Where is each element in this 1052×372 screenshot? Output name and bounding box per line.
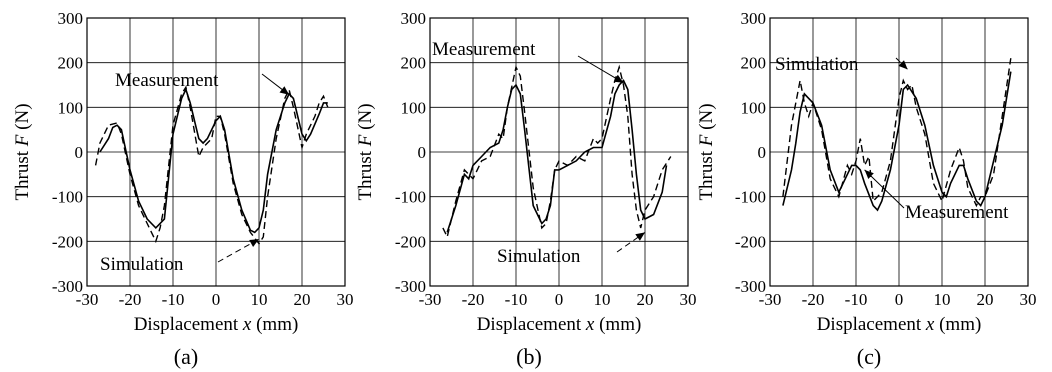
- y-axis-label: Thrust F (N): [696, 103, 717, 200]
- series-line-simulation: [94, 85, 329, 245]
- x-tick-label: -30: [419, 290, 442, 309]
- annotation-simulation: Simulation: [775, 54, 859, 75]
- y-tick-label: -200: [52, 232, 83, 251]
- chart-panel-2: -30 -20 -10 0 10 20 30-300-200-1000100200300Di…: [355, 9, 697, 369]
- y-tick-label: -200: [735, 232, 766, 251]
- x-tick-label: -20: [119, 290, 142, 309]
- x-tick-label: 30: [680, 290, 697, 309]
- x-tick-label: -30: [76, 290, 99, 309]
- y-tick-label: 200: [401, 54, 427, 73]
- x-tick-label: 0: [555, 290, 564, 309]
- series-line-measurement: [446, 79, 668, 233]
- y-tick-label: -300: [395, 277, 426, 296]
- y-tick-label: 300: [58, 9, 84, 28]
- x-tick-label: 10: [934, 290, 951, 309]
- annotation-arrow: [864, 169, 905, 209]
- y-tick-label: 0: [75, 143, 84, 162]
- y-tick-label: -300: [52, 277, 83, 296]
- x-tick-label: 10: [594, 290, 611, 309]
- x-tick-label: 10: [251, 290, 268, 309]
- arrowhead: [864, 169, 874, 179]
- y-tick-label: -100: [52, 188, 83, 207]
- arrowhead: [249, 239, 259, 247]
- x-tick-label: -10: [845, 290, 868, 309]
- y-tick-label: -200: [395, 232, 426, 251]
- annotation-arrow: [217, 238, 260, 263]
- x-tick-label: 30: [1020, 290, 1037, 309]
- annotation-measurement: Measurement: [115, 70, 219, 91]
- arrowhead: [279, 86, 290, 95]
- x-tick-label: -20: [802, 290, 825, 309]
- series-line-measurement: [99, 87, 328, 234]
- x-axis-label: Displacement x (mm): [134, 314, 299, 335]
- x-axis-label: Displacement x (mm): [477, 314, 642, 335]
- x-tick-label: -30: [759, 290, 782, 309]
- y-tick-label: 200: [58, 54, 84, 73]
- annotation-simulation: Simulation: [100, 254, 184, 275]
- arrowhead: [613, 74, 624, 83]
- x-tick-label: 0: [212, 290, 221, 309]
- annotation-arrow: [616, 231, 646, 253]
- y-axis-label: Thrust F (N): [12, 103, 33, 200]
- plot-frame: [86, 17, 346, 287]
- x-tick-label: 20: [294, 290, 311, 309]
- series-line-simulation: [782, 58, 1012, 208]
- chart-panel-3: -30 -20 -10 0 10 20 30-300-200-1000100200300Di…: [696, 9, 1037, 369]
- panel-label: (c): [857, 344, 881, 369]
- series-line-measurement: [782, 71, 1012, 212]
- y-tick-label: 300: [741, 9, 767, 28]
- panel-label: (b): [516, 344, 542, 369]
- x-tick-label: 30: [337, 290, 354, 309]
- panel-label: (a): [174, 344, 198, 369]
- y-tick-label: 300: [401, 9, 427, 28]
- plot-frame: [769, 17, 1029, 287]
- y-tick-label: -300: [735, 277, 766, 296]
- y-axis-label: Thrust F (N): [355, 103, 376, 200]
- arrowhead: [898, 60, 908, 70]
- arrowhead: [635, 232, 645, 241]
- series-line-simulation: [442, 64, 672, 239]
- x-tick-label: -10: [505, 290, 528, 309]
- y-tick-label: 0: [418, 143, 427, 162]
- y-tick-label: -100: [735, 188, 766, 207]
- y-tick-label: 0: [758, 143, 767, 162]
- y-tick-label: 100: [401, 98, 427, 117]
- annotation-simulation: Simulation: [497, 246, 581, 267]
- chart-panel-1: -30 -20 -10 0 10 20 30-300-200-1000100200300Di…: [12, 9, 354, 369]
- annotation-measurement: Measurement: [905, 202, 1009, 223]
- x-axis-label: Displacement x (mm): [817, 314, 982, 335]
- plot-frame: [429, 17, 689, 287]
- y-tick-label: 100: [741, 98, 767, 117]
- x-tick-label: 20: [637, 290, 654, 309]
- x-tick-label: -10: [162, 290, 185, 309]
- y-tick-label: -100: [395, 188, 426, 207]
- x-tick-label: 20: [977, 290, 994, 309]
- x-tick-label: -20: [462, 290, 485, 309]
- annotation-measurement: Measurement: [432, 39, 536, 60]
- y-tick-label: 200: [741, 54, 767, 73]
- x-tick-label: 0: [895, 290, 904, 309]
- y-tick-label: 100: [58, 98, 84, 117]
